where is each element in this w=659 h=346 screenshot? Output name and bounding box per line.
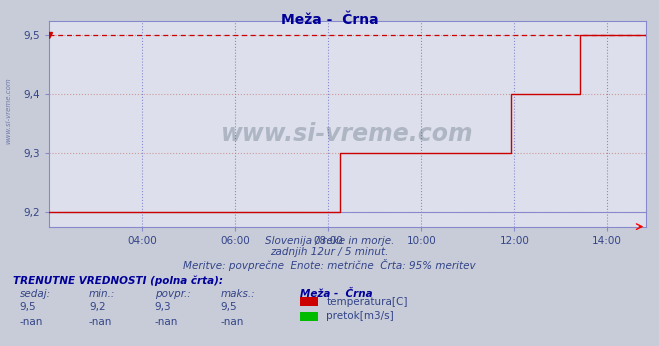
Text: Slovenija / reke in morje.: Slovenija / reke in morje.: [265, 236, 394, 246]
Text: temperatura[C]: temperatura[C]: [326, 297, 408, 307]
Text: sedaj:: sedaj:: [20, 289, 51, 299]
Text: 9,5: 9,5: [20, 302, 36, 312]
Text: -nan: -nan: [155, 317, 178, 327]
Text: Meža -  Črna: Meža - Črna: [281, 13, 378, 27]
Text: maks.:: maks.:: [221, 289, 256, 299]
Text: www.si-vreme.com: www.si-vreme.com: [5, 78, 11, 144]
Text: TRENUTNE VREDNOSTI (polna črta):: TRENUTNE VREDNOSTI (polna črta):: [13, 275, 223, 285]
Text: povpr.:: povpr.:: [155, 289, 190, 299]
Text: Meritve: povprečne  Enote: metrične  Črta: 95% meritev: Meritve: povprečne Enote: metrične Črta:…: [183, 259, 476, 271]
Text: pretok[m3/s]: pretok[m3/s]: [326, 311, 394, 321]
Text: Meža -  Črna: Meža - Črna: [300, 289, 372, 299]
Text: 9,2: 9,2: [89, 302, 105, 312]
Text: -nan: -nan: [89, 317, 112, 327]
Text: 9,3: 9,3: [155, 302, 171, 312]
Text: www.si-vreme.com: www.si-vreme.com: [221, 122, 474, 146]
Text: min.:: min.:: [89, 289, 115, 299]
Text: 9,5: 9,5: [221, 302, 237, 312]
Text: zadnjih 12ur / 5 minut.: zadnjih 12ur / 5 minut.: [270, 247, 389, 257]
Text: -nan: -nan: [221, 317, 244, 327]
Text: -nan: -nan: [20, 317, 43, 327]
